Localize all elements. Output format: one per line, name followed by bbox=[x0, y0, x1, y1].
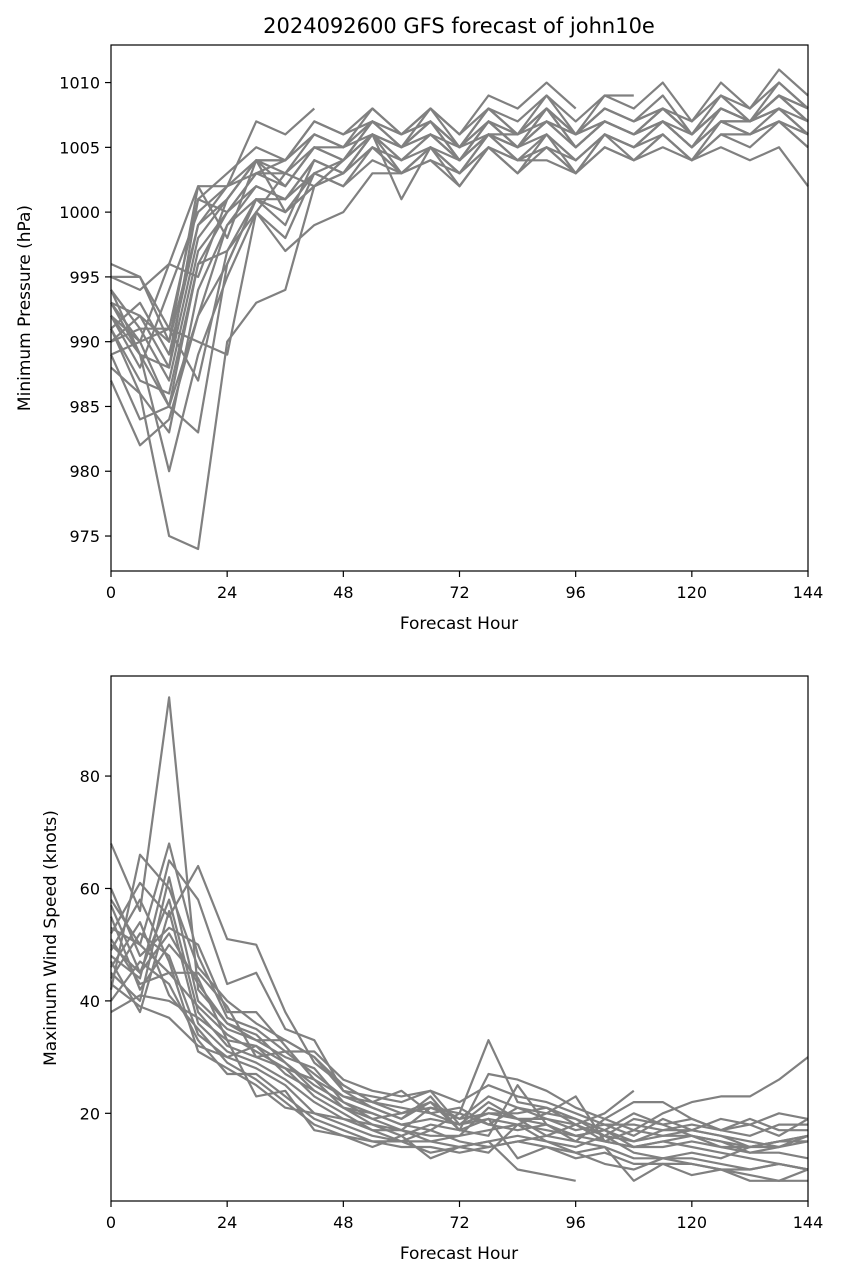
wind-series-9 bbox=[110, 898, 809, 1171]
pressure-y-tick-label: 975 bbox=[69, 527, 100, 546]
pressure-series-18 bbox=[109, 81, 809, 369]
wind-chart: 0 24 48 72 96 120 144 20 40 60 80 Forecast Hour M… bbox=[41, 675, 823, 1264]
pressure-x-tick-label: 96 bbox=[565, 583, 585, 602]
wind-x-tick-label: 48 bbox=[333, 1213, 353, 1232]
wind-y-tick-label: 80 bbox=[80, 767, 100, 786]
pressure-y-axis-label: Minimum Pressure (hPa) bbox=[15, 205, 35, 411]
pressure-x-tick-label: 24 bbox=[217, 583, 237, 602]
pressure-series-20 bbox=[110, 94, 809, 343]
pressure-y-tick-label: 1010 bbox=[59, 74, 100, 93]
wind-series-19 bbox=[110, 938, 808, 1137]
wind-y-tick-label: 20 bbox=[80, 1104, 100, 1123]
wind-series-18 bbox=[109, 904, 808, 1143]
wind-x-tick-label: 120 bbox=[677, 1213, 708, 1232]
wind-x-tick-label: 72 bbox=[449, 1213, 469, 1232]
wind-series-12 bbox=[110, 960, 808, 1182]
wind-series-16 bbox=[110, 898, 809, 1143]
pressure-y-tick-label: 1005 bbox=[59, 138, 100, 157]
pressure-x-tick-label: 48 bbox=[333, 583, 353, 602]
pressure-y-tick-label: 995 bbox=[69, 268, 100, 287]
pressure-x-tick-label: 0 bbox=[106, 583, 116, 602]
wind-x-tick-label: 0 bbox=[106, 1213, 116, 1232]
wind-x-tick-label: 24 bbox=[217, 1213, 237, 1232]
wind-series-group bbox=[109, 696, 809, 1182]
wind-y-tick-label: 60 bbox=[80, 879, 100, 898]
pressure-x-tick-label: 72 bbox=[449, 583, 469, 602]
figure-title: 2024092600 GFS forecast of john10e bbox=[263, 14, 655, 38]
wind-x-tick-label: 144 bbox=[793, 1213, 824, 1232]
pressure-y-tick-label: 980 bbox=[69, 462, 100, 481]
pressure-x-ticks: 0 24 48 72 96 120 144 bbox=[106, 571, 823, 602]
wind-series-15 bbox=[110, 921, 809, 1171]
wind-y-ticks: 20 40 60 80 bbox=[80, 767, 111, 1123]
wind-y-axis-label: Maximum Wind Speed (knots) bbox=[41, 810, 61, 1066]
wind-x-ticks: 0 24 48 72 96 120 144 bbox=[106, 1201, 823, 1232]
wind-x-tick-label: 96 bbox=[565, 1213, 585, 1232]
pressure-x-axis-label: Forecast Hour bbox=[400, 614, 518, 634]
pressure-y-tick-label: 990 bbox=[69, 333, 100, 352]
pressure-series-group bbox=[109, 68, 809, 551]
pressure-x-tick-label: 120 bbox=[677, 583, 708, 602]
pressure-chart: 0 24 48 72 96 120 144 975 980 985 990 995 1000 1005 1… bbox=[15, 44, 823, 634]
wind-y-tick-label: 40 bbox=[80, 992, 100, 1011]
pressure-y-tick-label: 1000 bbox=[59, 203, 100, 222]
pressure-y-ticks: 975 980 985 990 995 1000 1005 1010 bbox=[59, 74, 111, 546]
pressure-y-tick-label: 985 bbox=[69, 397, 100, 416]
wind-x-axis-label: Forecast Hour bbox=[400, 1244, 518, 1264]
pressure-x-tick-label: 144 bbox=[793, 583, 824, 602]
